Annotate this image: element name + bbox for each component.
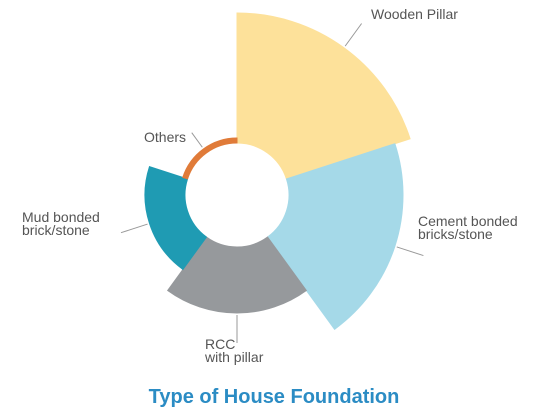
wedge (236, 12, 411, 180)
leader-line (344, 23, 363, 47)
leader-line (396, 246, 424, 257)
category-label: Cement bonded bricks/stone (418, 213, 518, 242)
category-label: Others (144, 129, 187, 145)
wedge (144, 165, 208, 271)
leader-line (120, 223, 148, 234)
chart-title: Type of House Foundation (148, 386, 400, 408)
leader-line (191, 132, 203, 148)
wedge (182, 137, 238, 180)
wedge (166, 236, 308, 314)
category-label: Mud bonded brick/stone (22, 209, 100, 238)
category-label: Wooden Pillar (371, 6, 458, 22)
category-label: RCC with pillar (205, 336, 264, 365)
